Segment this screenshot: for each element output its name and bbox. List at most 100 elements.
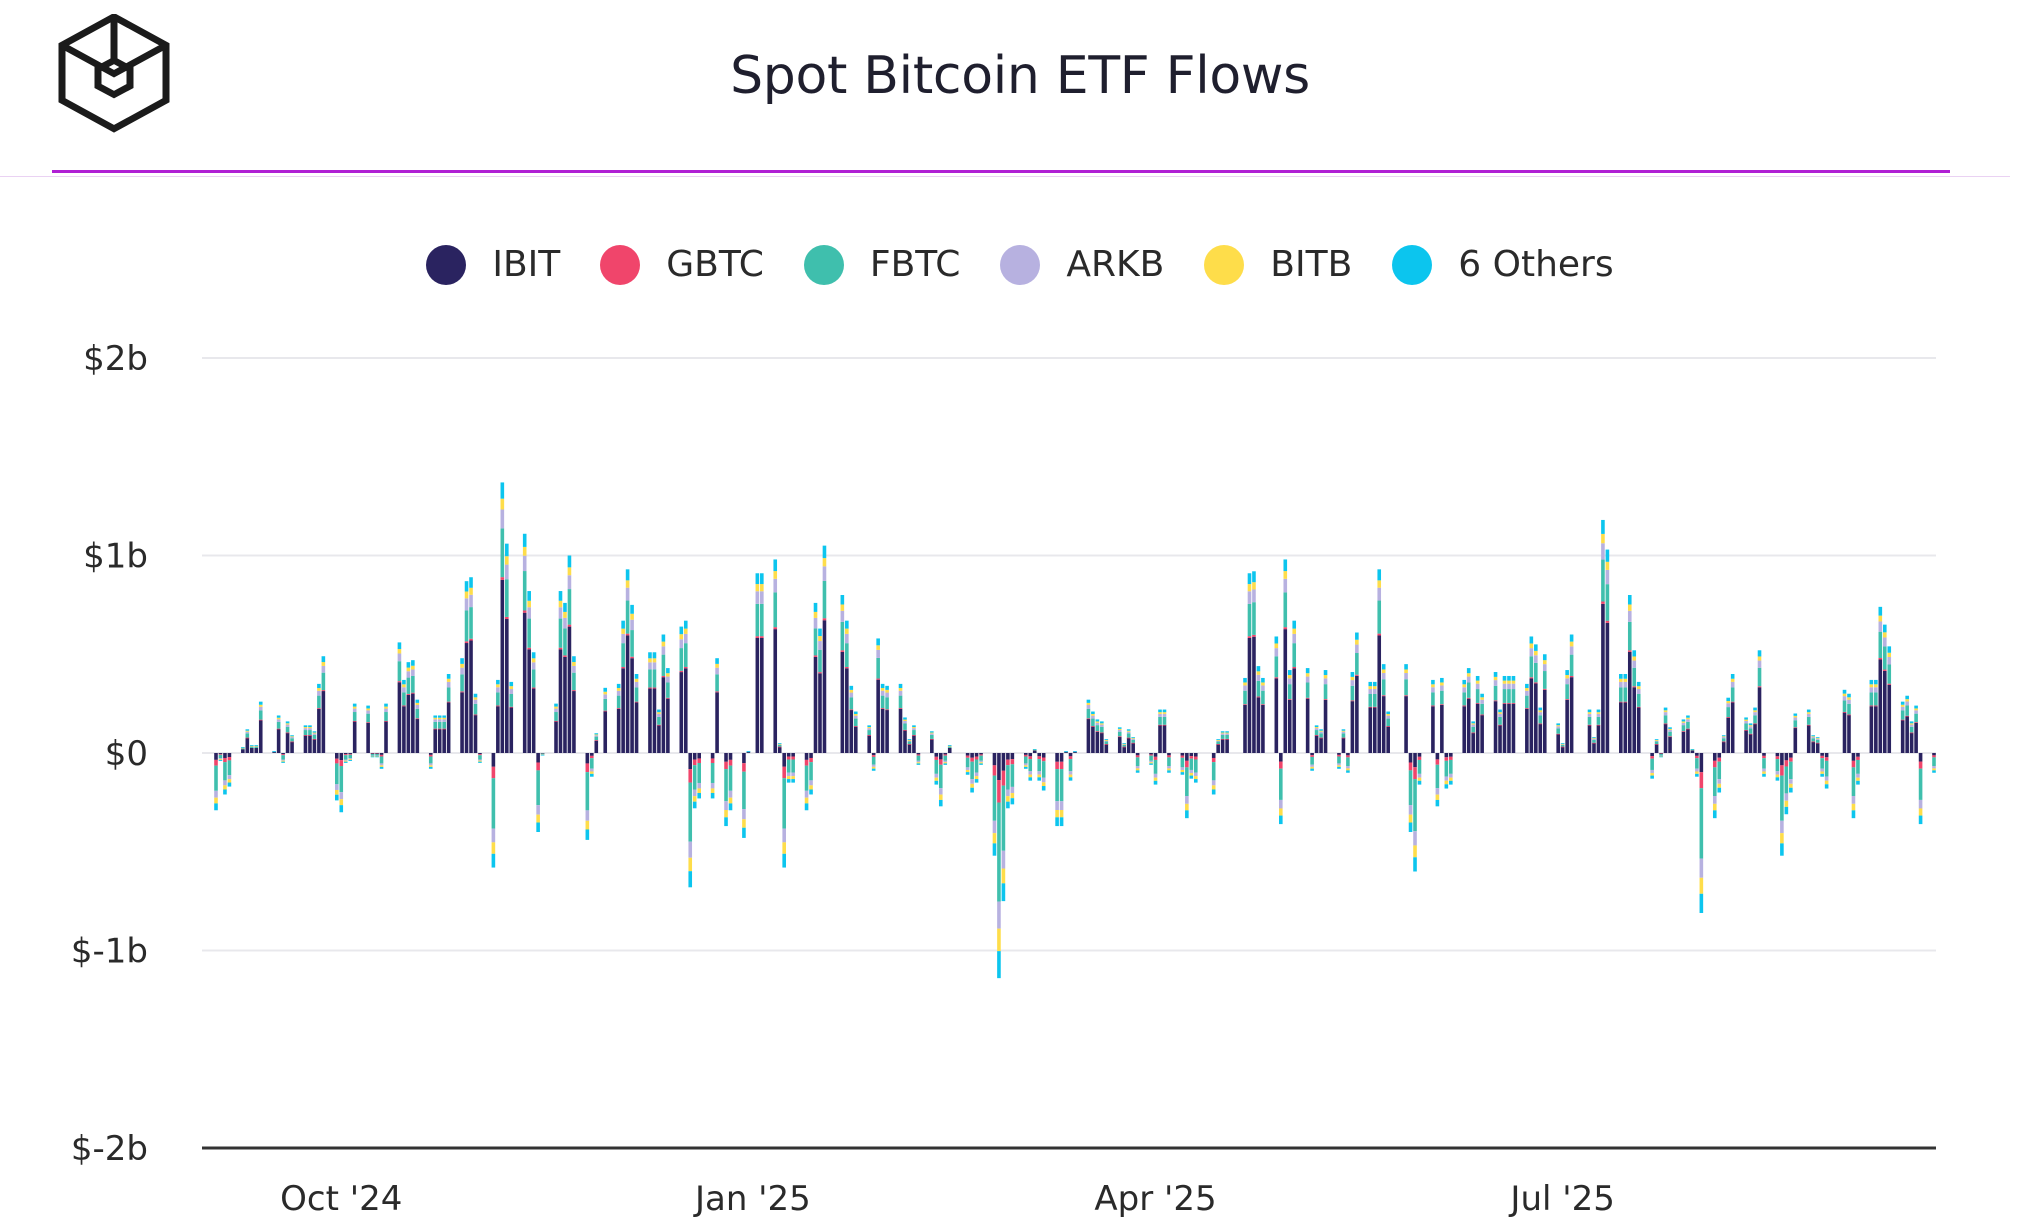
bar-segment-gbtc [970, 757, 974, 762]
bar-segment-fbtc [1753, 715, 1757, 724]
legend-item-gbtc[interactable]: GBTC [600, 244, 764, 285]
bar-segment-fbtc [818, 649, 822, 673]
bar-segment-arkb [1404, 673, 1408, 680]
bar-segment-fbtc [281, 755, 285, 760]
bar-segment-6-others [1905, 695, 1909, 700]
bar-segment-6-others [648, 652, 652, 659]
bar-segment-ibit [249, 747, 254, 753]
bar-segment-bitb [1091, 714, 1095, 716]
bar-segment-gbtc [648, 687, 652, 689]
bar-segment-bitb [428, 765, 433, 767]
bar-segment-gbtc [1243, 704, 1247, 706]
bar-segment-gbtc [1744, 729, 1748, 731]
bar-segment-arkb [786, 772, 791, 777]
bar-segment-6-others [1471, 721, 1475, 724]
legend-swatch-bitb [1204, 244, 1245, 285]
bar-segment-ibit [1216, 744, 1220, 753]
bar-segment-ibit [446, 702, 451, 753]
legend-item-bitb[interactable]: BITB [1204, 244, 1352, 285]
bar-segment-fbtc [1851, 767, 1856, 797]
legend-item-others[interactable]: 6 Others [1392, 244, 1614, 285]
bar-segment-fbtc [585, 772, 590, 811]
bar-segment-6-others [1256, 666, 1261, 672]
bar-segment-gbtc [348, 753, 353, 755]
bar-segment-fbtc [943, 755, 948, 761]
bar-segment-ibit [1350, 701, 1355, 753]
bar-segment-gbtc [1068, 756, 1073, 760]
bar-segment-fbtc [1668, 731, 1672, 737]
bar-segment-fbtc [1605, 584, 1610, 621]
bar-segment-bitb [1323, 675, 1328, 679]
bar-segment-bitb [585, 820, 590, 830]
bar-segment-ibit [1654, 744, 1659, 753]
bar-segment-ibit [1243, 704, 1247, 753]
bar-segment-arkb [965, 767, 970, 770]
bar-segment-bitb [1279, 808, 1283, 816]
legend-item-ibit[interactable]: IBIT [426, 244, 560, 285]
bar-segment-6-others [245, 729, 250, 731]
bar-segment-fbtc [1283, 592, 1288, 628]
bar-segment-ibit [1887, 684, 1892, 753]
bar-segment-gbtc [1323, 699, 1328, 700]
bar-segment-ibit [428, 753, 433, 755]
bar-segment-bitb [1319, 730, 1323, 732]
bar-segment-arkb [1623, 681, 1628, 688]
bar-segment-ibit [1806, 725, 1811, 753]
bar-segment-ibit [1619, 702, 1623, 753]
bar-segment-bitb [1350, 676, 1355, 681]
bar-segment-fbtc [339, 766, 344, 793]
bar-segment-6-others [585, 829, 590, 840]
bar-segment-gbtc [1462, 705, 1467, 707]
bar-segment-ibit [1498, 725, 1502, 753]
bar-segment-gbtc [1256, 696, 1261, 698]
bar-segment-bitb [379, 765, 384, 767]
bar-segment-6-others [1323, 670, 1328, 676]
bar-segment-ibit [679, 672, 684, 753]
bar-segment-arkb [934, 773, 939, 778]
bar-segment-arkb [1086, 705, 1091, 709]
bar-segment-arkb [223, 780, 227, 786]
bar-segment-6-others [880, 683, 885, 689]
bar-segment-bitb [1471, 723, 1475, 725]
bar-segment-gbtc [437, 728, 442, 730]
bar-segment-arkb [245, 731, 250, 734]
bar-segment-gbtc [1717, 757, 1722, 762]
bar-segment-ibit [603, 711, 608, 753]
bar-segment-6-others [509, 681, 514, 687]
legend-item-arkb[interactable]: ARKB [1000, 244, 1164, 285]
bar-segment-ibit [1762, 753, 1766, 756]
bar-segment-fbtc [791, 759, 795, 773]
bar-segment-6-others [1882, 624, 1887, 633]
bar-segment-arkb [214, 790, 218, 798]
bar-segment-6-others [1726, 697, 1730, 702]
bar-segment-6-others [1538, 707, 1543, 711]
bar-segment-bitb [1806, 712, 1811, 714]
bar-segment-fbtc [1560, 744, 1565, 747]
bar-segment-fbtc [1793, 720, 1798, 728]
bar-segment-ibit [312, 739, 317, 753]
bar-segment-bitb [616, 688, 621, 691]
bar-segment-fbtc [1158, 716, 1162, 725]
bar-segment-arkb [1882, 637, 1887, 647]
bar-segment-gbtc [777, 746, 782, 748]
bar-segment-fbtc [1507, 689, 1511, 703]
bar-segment-arkb [1824, 776, 1829, 781]
bar-segment-6-others [1592, 737, 1596, 739]
bar-segment-bitb [634, 678, 639, 682]
bar-segment-arkb [1372, 689, 1377, 694]
bar-segment-fbtc [1261, 690, 1265, 705]
bar-segment-6-others [1292, 620, 1297, 629]
bar-segment-bitb [652, 658, 657, 663]
bar-segment-gbtc [522, 610, 527, 613]
bar-segment-6-others [1319, 729, 1323, 731]
legend-swatch-arkb [1000, 244, 1041, 285]
bar-segment-arkb [1525, 690, 1529, 696]
bar-segment-fbtc [934, 759, 939, 774]
legend-item-fbtc[interactable]: FBTC [803, 244, 960, 285]
bar-segment-ibit [1010, 753, 1015, 760]
bar-segment-arkb [1529, 648, 1534, 657]
bar-segment-6-others [898, 683, 903, 689]
bar-segment-ibit [1851, 753, 1856, 761]
bar-segment-gbtc [567, 624, 572, 627]
bar-segment-bitb [715, 663, 719, 668]
